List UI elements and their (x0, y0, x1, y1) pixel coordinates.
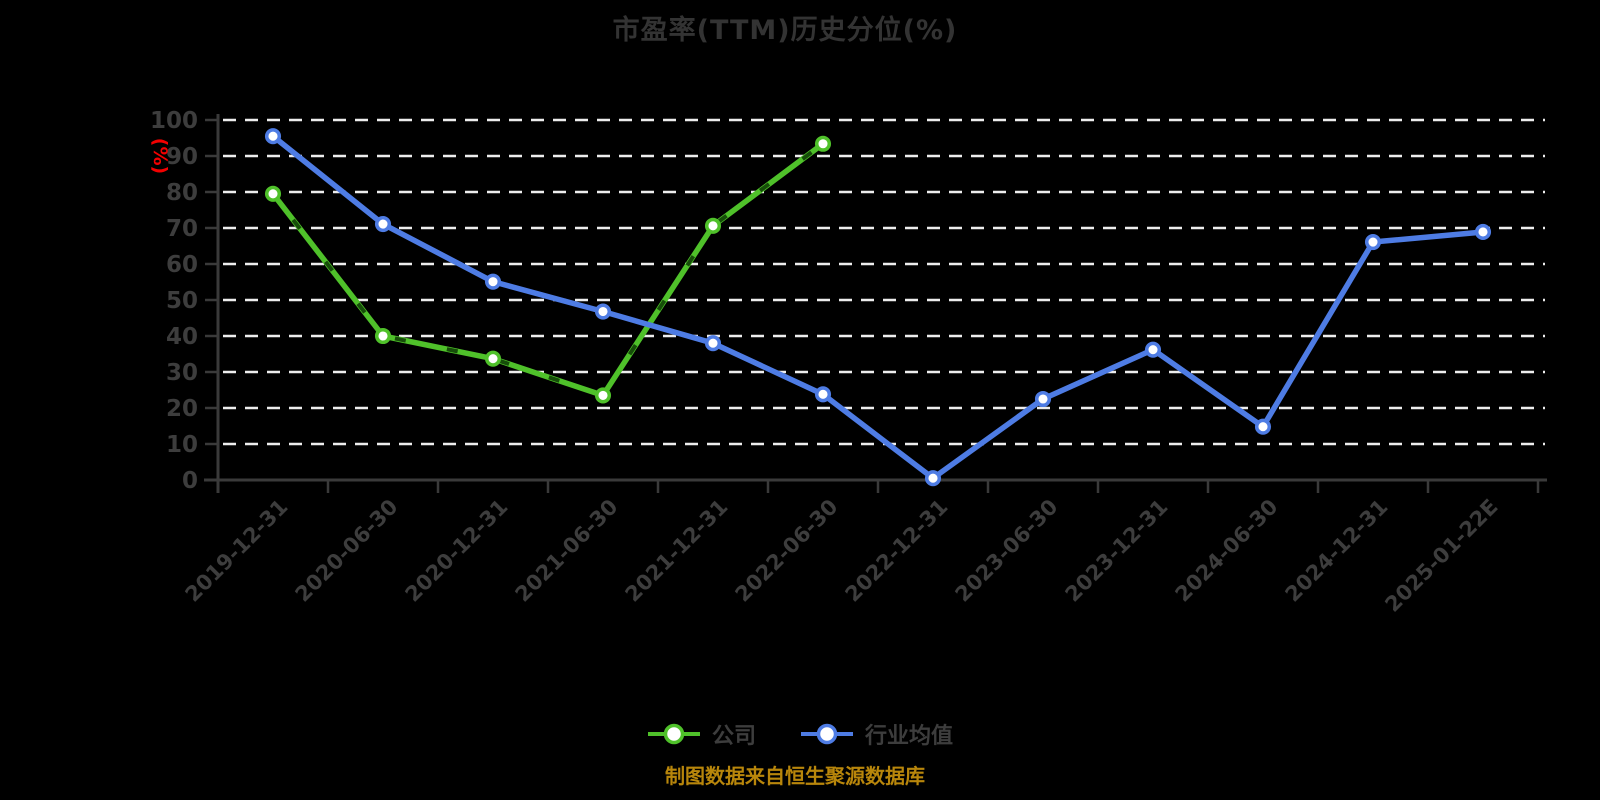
x-axis-label: 2024-06-30 (1171, 495, 1283, 607)
y-axis-label: 100 (150, 108, 198, 134)
y-axis-label: 90 (166, 144, 198, 170)
y-axis-label: 80 (166, 180, 198, 206)
x-axis-label: 2022-06-30 (731, 495, 843, 607)
industry-line-marker-icon (801, 723, 853, 745)
industry-data-point (1364, 233, 1382, 251)
y-axis-label: 70 (166, 216, 198, 242)
legend-item-industry-average[interactable]: 行业均值 (800, 718, 953, 750)
company-line-marker-icon (647, 723, 700, 745)
y-axis-label: 0 (182, 468, 198, 494)
y-axis-unit-label: (%) (149, 138, 171, 174)
x-axis-label: 2021-06-30 (511, 495, 623, 607)
legend-item-company[interactable]: 公司 (647, 718, 756, 750)
x-axis-label: 2025-01-22E (1380, 495, 1502, 617)
legend-label-company: 公司 (711, 724, 756, 749)
company-data-point (594, 387, 612, 404)
y-axis-label: 30 (166, 360, 198, 386)
y-axis-label: 40 (166, 324, 198, 350)
industry-data-point (594, 303, 612, 320)
y-axis-label: 10 (166, 432, 198, 458)
industry-data-point (1254, 418, 1272, 435)
data-source-note: 制图数据来自恒生聚源数据库 (665, 764, 925, 788)
industry-data-point (264, 128, 282, 145)
industry-data-point (1034, 390, 1052, 408)
industry-data-point (704, 335, 722, 352)
company-data-point (374, 327, 392, 345)
x-axis-label: 2023-06-30 (951, 495, 1063, 607)
x-axis-label: 2022-12-31 (841, 495, 953, 607)
company-series-line-dash-overlay (271, 142, 825, 398)
industry-data-point (374, 215, 392, 233)
industry-series-line (270, 133, 1486, 481)
y-axis-label: 60 (166, 252, 198, 278)
chart-legend: 公司 行业均值 (0, 718, 1600, 750)
company-data-point (484, 350, 502, 367)
company-data-point (704, 217, 722, 234)
x-axis-label: 2021-12-31 (621, 495, 733, 607)
x-axis-label: 2024-12-31 (1281, 495, 1393, 607)
legend-label-industry-average: 行业均值 (865, 724, 954, 749)
industry-data-point (924, 470, 942, 487)
industry-data-point (1474, 223, 1492, 241)
company-data-point (814, 135, 832, 152)
y-axis-label: 50 (166, 288, 198, 314)
chart-title: 市盈率(TTM)历史分位(%) (612, 15, 958, 46)
y-axis-label: 20 (166, 396, 198, 422)
industry-data-point (484, 273, 502, 290)
x-axis-label: 2019-12-31 (181, 495, 293, 607)
x-axis-label: 2020-12-31 (401, 495, 513, 607)
x-axis-label: 2020-06-30 (291, 495, 403, 607)
industry-data-point (814, 386, 832, 403)
company-data-point (264, 185, 282, 202)
x-axis-label: 2023-12-31 (1061, 495, 1173, 607)
industry-data-point (1144, 341, 1162, 358)
